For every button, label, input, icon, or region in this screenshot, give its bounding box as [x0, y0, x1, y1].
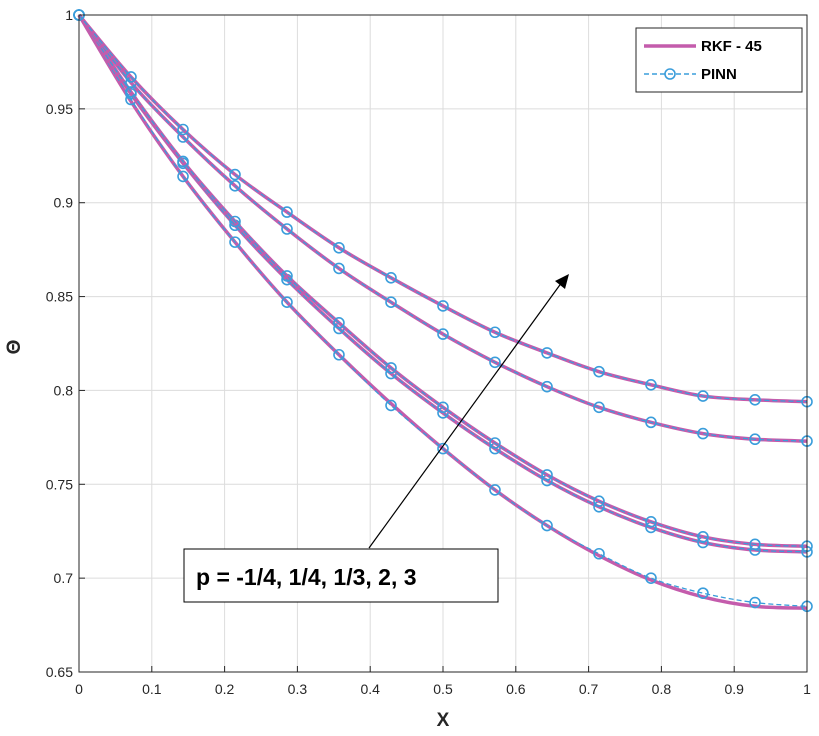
pinn-marker	[697, 587, 709, 599]
pinn-marker	[385, 399, 397, 412]
y-tick-label: 0.8	[54, 382, 74, 398]
pinn-marker	[281, 223, 293, 235]
x-tick-label: 0.3	[288, 681, 308, 697]
x-tick-label: 0	[75, 681, 83, 697]
pinn-marker	[125, 71, 137, 83]
pinn-marker	[489, 484, 501, 496]
x-tick-label: 0.2	[215, 681, 235, 697]
pinn-marker	[177, 155, 189, 168]
legend-box	[635, 27, 803, 93]
pinn-marker	[437, 328, 449, 340]
pinn-marker	[593, 365, 605, 378]
series-layer	[73, 9, 813, 613]
pinn-marker	[333, 317, 345, 329]
pinn-marker	[593, 547, 605, 560]
pinn-line	[78, 14, 808, 547]
pinn-marker	[645, 416, 657, 429]
arrow-head	[555, 274, 569, 289]
pinn-marker	[281, 270, 293, 282]
parameter-annotation: p = -1/4, 1/4, 1/3, 2, 3	[183, 274, 569, 603]
pinn-marker	[333, 348, 345, 361]
x-tick-label: 0.9	[724, 681, 744, 697]
pinn-marker	[697, 531, 709, 543]
pinn-marker	[229, 215, 241, 228]
pinn-marker	[645, 378, 657, 391]
pinn-marker	[749, 394, 761, 406]
pinn-marker	[281, 206, 293, 218]
pinn-marker	[333, 262, 345, 275]
x-tick-label: 0.1	[142, 681, 162, 697]
arrow-shaft	[368, 281, 563, 549]
x-tick-label: 1	[803, 681, 811, 697]
legend-rkf-label: RKF - 45	[701, 38, 762, 55]
pinn-line	[78, 14, 808, 607]
y-axis-title: Θ	[4, 340, 25, 355]
pinn-marker	[541, 347, 553, 359]
y-tick-label: 0.65	[46, 664, 73, 680]
pinn-marker	[749, 596, 761, 609]
pinn-marker	[489, 326, 501, 339]
y-tick-label: 0.7	[54, 570, 74, 586]
pinn-marker	[541, 519, 553, 532]
pinn-marker	[697, 427, 709, 440]
pinn-line	[78, 14, 808, 403]
pinn-marker	[437, 442, 449, 455]
pinn-marker	[385, 296, 397, 309]
annotation-box	[183, 548, 499, 603]
legend-pinn-label: PINN	[701, 66, 737, 83]
pinn-line	[78, 14, 808, 553]
pinn-marker	[177, 170, 189, 183]
y-tick-label: 0.75	[46, 476, 73, 492]
x-axis-ticks: 0 0.1 0.2 0.3 0.4 0.5 0.6 0.7 0.8 0.9 1	[75, 666, 811, 697]
x-axis-title: X	[437, 710, 450, 731]
y-axis-ticks: 0.65 0.7 0.75 0.8 0.85 0.9 0.95 1	[46, 7, 85, 680]
pinn-marker	[749, 433, 761, 446]
pinn-marker	[229, 168, 241, 181]
pinn-marker	[489, 437, 501, 449]
pinn-marker	[385, 271, 397, 284]
pinn-marker	[645, 572, 657, 584]
pinn-marker	[593, 495, 605, 507]
pinn-marker	[645, 516, 657, 528]
legend: RKF - 45 PINN	[635, 27, 803, 93]
pinn-marker	[593, 401, 605, 414]
y-tick-label: 0.95	[46, 101, 73, 117]
y-tick-label: 0.9	[54, 195, 74, 211]
pinn-marker	[697, 390, 709, 402]
x-tick-label: 0.7	[579, 681, 599, 697]
x-tick-label: 0.4	[360, 681, 380, 697]
x-tick-label: 0.8	[652, 681, 672, 697]
pinn-marker	[177, 123, 189, 136]
pinn-marker	[437, 401, 449, 414]
pinn-marker	[385, 362, 397, 374]
pinn-marker	[281, 296, 293, 309]
pinn-line	[78, 14, 808, 442]
grid-lines	[79, 15, 807, 672]
pinn-marker	[541, 380, 553, 393]
pinn-marker	[177, 131, 189, 143]
x-tick-label: 0.6	[506, 681, 526, 697]
annotation-text: p = -1/4, 1/4, 1/3, 2, 3	[196, 564, 417, 590]
pinn-marker	[541, 469, 553, 481]
pinn-marker	[437, 300, 449, 312]
pinn-marker	[229, 236, 241, 248]
y-tick-label: 1	[65, 7, 73, 23]
pinn-marker	[489, 356, 501, 369]
pinn-marker	[333, 241, 345, 254]
y-tick-label: 0.85	[46, 289, 73, 305]
legend-pinn-marker	[664, 68, 676, 80]
pinn-marker	[749, 538, 761, 551]
pinn-marker	[229, 180, 241, 192]
x-tick-label: 0.5	[433, 681, 453, 697]
